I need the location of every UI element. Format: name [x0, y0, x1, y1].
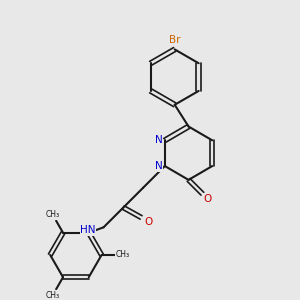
Text: Br: Br	[169, 34, 181, 44]
Text: HN: HN	[80, 225, 96, 235]
Text: N: N	[155, 135, 163, 145]
Text: N: N	[155, 161, 163, 171]
Text: CH₃: CH₃	[46, 291, 60, 300]
Text: CH₃: CH₃	[115, 250, 129, 260]
Text: O: O	[203, 194, 212, 204]
Text: CH₃: CH₃	[46, 210, 60, 219]
Text: O: O	[144, 218, 152, 227]
